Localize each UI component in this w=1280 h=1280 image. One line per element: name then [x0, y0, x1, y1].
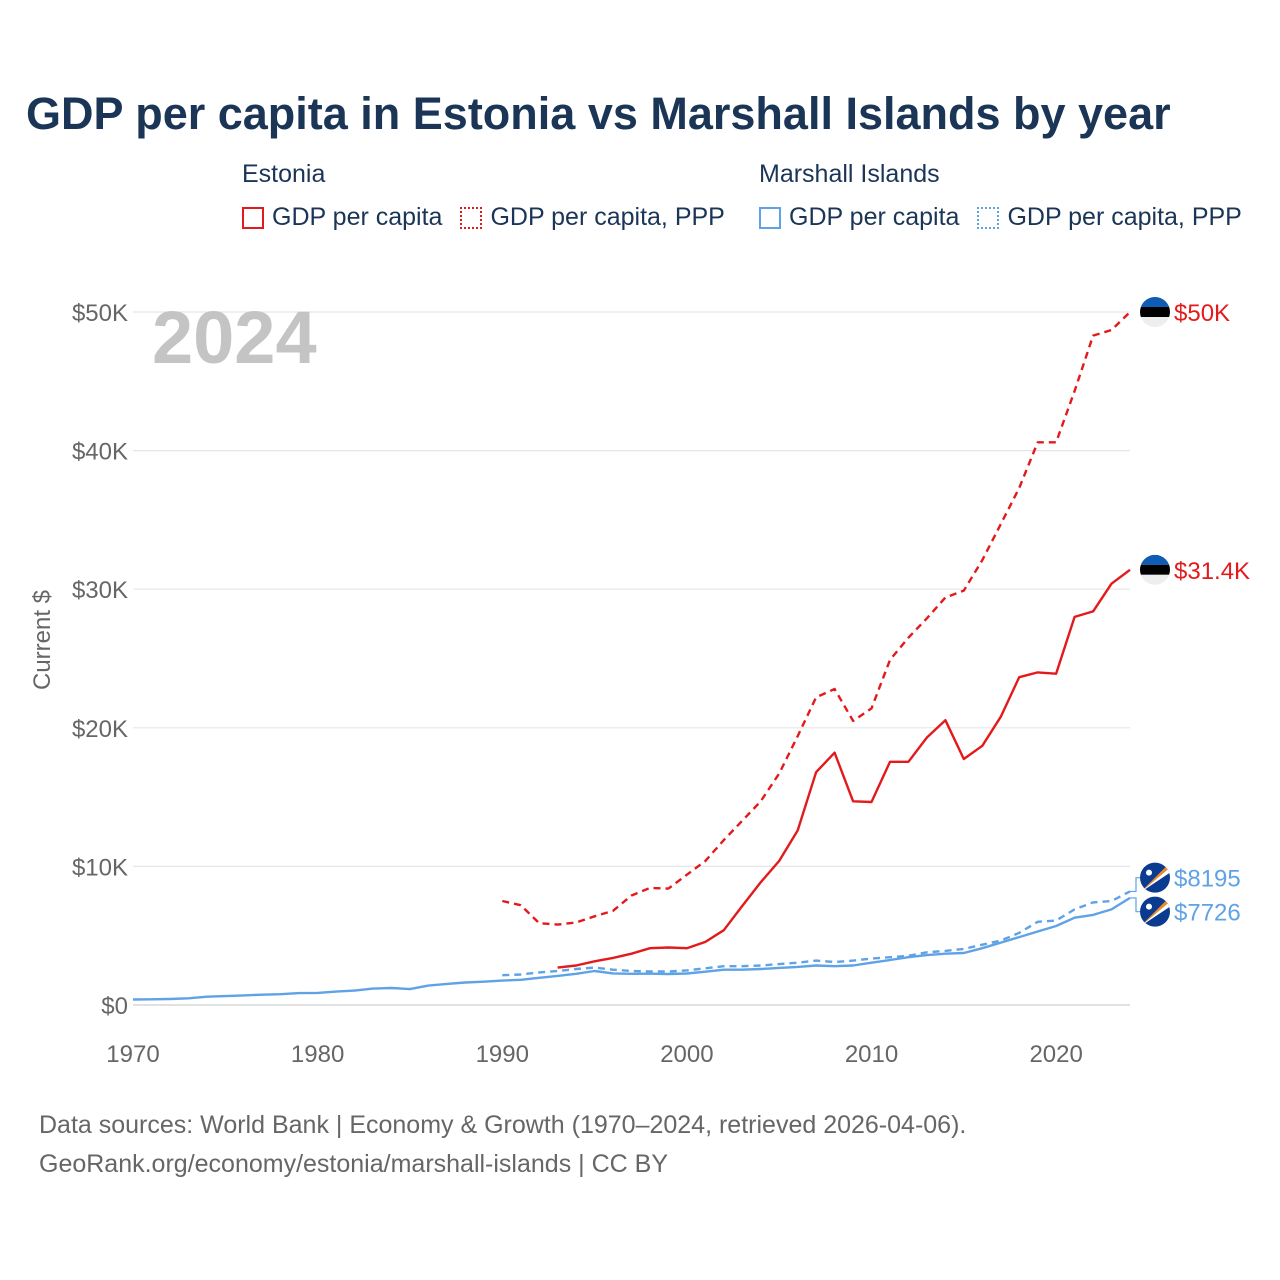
x-tick-label: 2020 [1029, 1041, 1082, 1068]
footer-attribution[interactable]: GeoRank.org/economy/estonia/marshall-isl… [39, 1150, 668, 1178]
legend-swatch-solid [242, 206, 264, 229]
series-line-0 [557, 568, 1131, 969]
end-value-label: $8195 [1174, 866, 1241, 893]
footer: Data sources: World Bank | Economy & Gro… [39, 1106, 966, 1184]
y-tick-label: $50K [72, 300, 128, 327]
y-tick-label: $20K [72, 716, 128, 743]
legend-label: GDP per capita, PPP [490, 203, 725, 231]
series-line-1 [502, 311, 1131, 926]
year-watermark: 2024 [152, 296, 317, 379]
end-value-label: $31.4K [1174, 558, 1250, 585]
y-tick-label: $10K [72, 854, 128, 881]
legend-label: GDP per capita [272, 203, 443, 231]
x-tick-label: 2010 [845, 1041, 898, 1068]
x-tick-label: 1970 [106, 1041, 159, 1068]
legend-item-estonia-ppp[interactable]: GDP per capita, PPP [460, 203, 725, 232]
y-axis-label: Current $ [29, 590, 56, 690]
end-value-label: $7726 [1174, 900, 1241, 927]
legend-estonia: Estonia GDP per capita GDP per capita, P… [242, 160, 725, 232]
legend-item-marshall-ppp[interactable]: GDP per capita, PPP [977, 203, 1242, 232]
legend-swatch-dotted [460, 206, 483, 229]
legend-country-estonia: Estonia [242, 160, 326, 188]
legend-label: GDP per capita [789, 203, 960, 231]
series-line-3 [502, 890, 1131, 977]
x-tick-label: 1990 [476, 1041, 529, 1068]
label-connector [1130, 877, 1140, 893]
legend-label: GDP per capita, PPP [1007, 203, 1242, 231]
y-tick-label: $40K [72, 439, 128, 466]
y-tick-label: $0 [101, 993, 128, 1020]
legend-country-marshall-islands: Marshall Islands [759, 160, 940, 188]
footer-sources: Data sources: World Bank | Economy & Gro… [39, 1111, 967, 1139]
end-value-label: $50K [1174, 300, 1230, 327]
legend-marshall-islands: Marshall Islands GDP per capita GDP per … [759, 160, 1242, 232]
legend-item-estonia-gdp[interactable]: GDP per capita [242, 203, 442, 232]
marshall-islands-flag-icon-2 [1140, 896, 1170, 927]
legend-item-marshall-gdp[interactable]: GDP per capita [759, 203, 959, 232]
y-tick-label: $30K [72, 577, 128, 604]
legend-swatch-solid [759, 206, 781, 229]
estonia-flag-icon-1 [1140, 297, 1170, 327]
legend-swatch-dotted [977, 206, 1000, 229]
series-line-2 [132, 896, 1131, 1001]
marshall-islands-flag-icon-3 [1140, 862, 1170, 893]
estonia-flag-icon-0 [1140, 554, 1170, 585]
chart-title: GDP per capita in Estonia vs Marshall Is… [26, 88, 1171, 139]
x-tick-label: 2000 [660, 1041, 713, 1068]
label-connector [1130, 897, 1140, 913]
x-tick-label: 1980 [291, 1041, 344, 1068]
